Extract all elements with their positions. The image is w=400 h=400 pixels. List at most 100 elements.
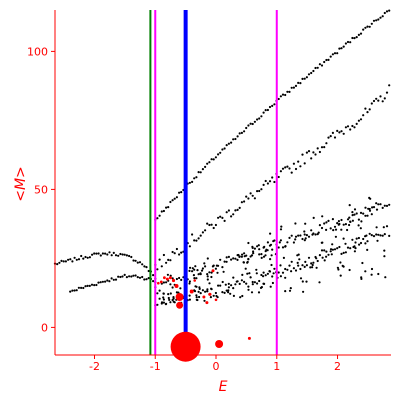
data-point — [204, 265, 207, 268]
data-point — [227, 286, 230, 289]
data-point — [342, 132, 345, 135]
data-point — [290, 86, 293, 89]
data-point — [340, 47, 343, 50]
data-point — [309, 266, 312, 269]
data-point — [217, 284, 220, 287]
data-point — [301, 237, 304, 241]
data-point — [195, 285, 198, 288]
data-point — [221, 216, 224, 219]
data-point — [311, 266, 314, 269]
data-point — [256, 282, 259, 285]
data-point — [225, 260, 228, 263]
data-point — [314, 233, 317, 236]
data-point — [243, 252, 246, 255]
data-point — [284, 245, 287, 248]
data-point — [325, 228, 328, 231]
data-point — [366, 240, 369, 243]
data-point — [134, 274, 137, 277]
data-point — [314, 66, 317, 70]
data-point — [158, 258, 161, 261]
data-point — [336, 52, 339, 55]
data-point — [232, 257, 235, 260]
data-point — [243, 200, 246, 203]
data-point — [375, 202, 378, 205]
data-point — [331, 218, 334, 221]
data-point — [379, 203, 382, 206]
data-point — [318, 150, 321, 154]
data-point — [280, 225, 283, 228]
data-point — [86, 256, 89, 259]
data-point — [315, 266, 318, 269]
highlight-point — [205, 301, 209, 305]
data-point — [90, 283, 94, 286]
data-point — [299, 234, 302, 237]
data-point — [323, 259, 326, 262]
data-point — [97, 252, 100, 255]
highlight-point — [168, 276, 172, 280]
data-point — [178, 253, 181, 256]
data-point — [304, 237, 307, 240]
data-point — [175, 277, 178, 281]
data-point — [323, 146, 326, 149]
data-point — [351, 238, 354, 241]
data-point — [106, 253, 109, 256]
data-point — [340, 228, 343, 231]
data-point — [303, 233, 306, 236]
data-point — [370, 213, 373, 216]
data-point — [364, 107, 367, 110]
data-point — [259, 286, 263, 289]
data-point — [234, 137, 237, 141]
data-point — [166, 273, 169, 276]
data-point — [367, 207, 370, 210]
data-point — [171, 250, 174, 254]
data-point — [210, 158, 213, 161]
data-point — [354, 247, 357, 250]
data-point — [173, 252, 176, 255]
data-point — [251, 283, 254, 286]
data-point — [372, 99, 376, 103]
data-point — [238, 206, 241, 209]
data-point — [331, 131, 334, 134]
data-point — [316, 147, 319, 150]
data-point — [56, 263, 59, 266]
data-point — [305, 280, 308, 283]
data-point — [175, 247, 178, 251]
data-point — [191, 233, 194, 236]
data-point — [336, 129, 339, 132]
data-point — [95, 252, 98, 255]
data-point — [196, 269, 199, 272]
data-point — [310, 157, 313, 160]
data-point — [370, 22, 373, 25]
highlight-point — [214, 298, 218, 302]
data-point — [299, 267, 302, 271]
data-point — [180, 278, 183, 281]
data-point — [99, 254, 102, 257]
data-point — [351, 219, 354, 222]
data-point — [204, 165, 207, 168]
data-point — [384, 276, 387, 279]
data-point — [117, 275, 120, 278]
data-point — [82, 286, 85, 290]
data-point — [299, 82, 302, 85]
data-point — [165, 281, 168, 284]
data-point — [91, 253, 94, 256]
data-point — [264, 109, 267, 112]
data-point — [256, 245, 259, 248]
data-point — [121, 253, 124, 256]
data-point — [101, 280, 104, 283]
data-point — [279, 239, 282, 242]
data-point — [273, 103, 276, 106]
highlight-point — [159, 280, 163, 284]
data-point — [200, 269, 204, 272]
data-point — [225, 144, 228, 147]
data-point — [325, 255, 328, 258]
data-point — [258, 117, 261, 120]
data-point — [243, 280, 246, 283]
data-point — [227, 289, 230, 292]
data-point — [339, 261, 342, 264]
x-tick-label: -1 — [150, 360, 161, 373]
data-point — [191, 267, 194, 270]
data-point — [162, 292, 165, 295]
data-point — [206, 273, 209, 276]
data-point — [284, 290, 287, 293]
